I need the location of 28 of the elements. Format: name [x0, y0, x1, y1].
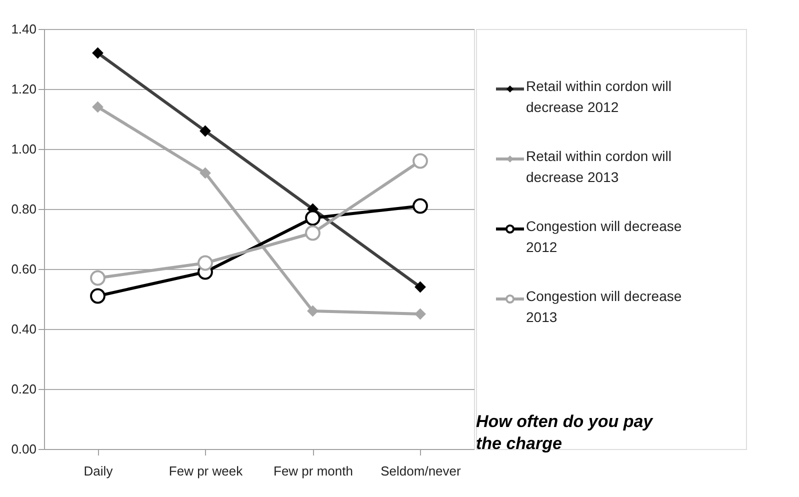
point [92, 101, 104, 113]
y-tick-label: 0.40 [11, 322, 36, 336]
legend-label: Retail within cordon will decrease 2012 [526, 78, 672, 115]
legend-label: Retail within cordon will decrease 2013 [526, 148, 672, 185]
legend-label: Congestion will decrease 2013 [526, 288, 682, 325]
y-tick-label: 0.20 [11, 382, 36, 396]
x-tick-label: Few pr week [168, 464, 244, 478]
point [412, 198, 428, 214]
y-tick-label: 0.80 [11, 202, 36, 216]
x-tick-label: Seldom/never [380, 464, 462, 478]
point [307, 305, 318, 317]
point [198, 255, 213, 271]
point [200, 167, 211, 179]
x-tick-label: Daily [84, 464, 114, 478]
y-tick-label: 0.00 [11, 442, 36, 456]
legend-label: Congestion will decrease 2012 [526, 218, 682, 255]
point [90, 288, 106, 304]
y-tick-label: 0.60 [11, 262, 36, 276]
point [305, 210, 320, 226]
x-axis-title: How often do you pay the charge [476, 412, 654, 453]
y-tick-label: 1.40 [11, 22, 36, 36]
x-tick-label: Few pr month [274, 464, 353, 478]
point [414, 308, 426, 320]
y-tick-label: 1.00 [11, 142, 36, 156]
point [90, 270, 106, 286]
point [412, 153, 428, 169]
y-tick-label: 1.20 [11, 82, 36, 96]
point [305, 225, 320, 241]
